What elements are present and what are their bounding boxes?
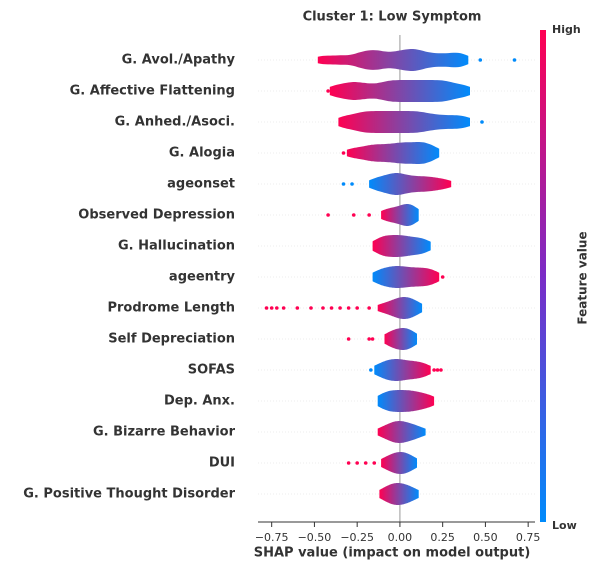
outlier-dot <box>346 337 351 341</box>
x-tick-label: 0.00 <box>388 531 413 544</box>
feature-label: Self Depreciation <box>108 332 235 347</box>
violin <box>379 483 419 505</box>
feature-label: ageentry <box>169 270 236 285</box>
outlier-dot <box>435 368 440 372</box>
outlier-dot <box>281 306 286 310</box>
violin <box>369 173 452 195</box>
feature-label: ageonset <box>167 177 235 192</box>
outlier-dot <box>351 213 356 217</box>
outlier-dot <box>326 89 330 93</box>
x-tick-label: −0.75 <box>255 531 289 544</box>
outlier-dot <box>370 337 375 341</box>
outlier-dot <box>367 337 371 341</box>
violin <box>317 49 469 71</box>
feature-label: Dep. Anx. <box>164 394 235 409</box>
outlier-dot <box>432 368 436 372</box>
outlier-dot <box>326 213 330 217</box>
outlier-dot <box>295 306 300 310</box>
x-axis-label: SHAP value (impact on model output) <box>254 546 531 561</box>
x-tick-label: 0.50 <box>473 531 498 544</box>
violin <box>377 421 426 443</box>
outlier-dot <box>363 461 368 465</box>
violin <box>374 359 431 381</box>
outlier-dot <box>338 306 342 310</box>
outlier-dot <box>341 151 346 155</box>
outlier-dot <box>269 306 274 310</box>
outlier-dot <box>367 213 371 217</box>
x-tick-label: 0.25 <box>430 531 455 544</box>
outlier-dot <box>341 182 346 186</box>
outlier-dot <box>346 306 351 310</box>
x-tick-label: 0.75 <box>516 531 541 544</box>
outlier-dot <box>350 182 354 186</box>
outlier-dot <box>372 461 377 465</box>
feature-label: SOFAS <box>188 363 235 378</box>
violin <box>384 328 417 350</box>
feature-label: G. Positive Thought Disorder <box>23 487 235 502</box>
violin <box>377 390 435 412</box>
outlier-dot <box>264 306 269 310</box>
feature-label: G. Anhed./Asoci. <box>115 115 235 130</box>
outlier-dot <box>329 306 334 310</box>
colorbar-label: Feature value <box>576 231 590 324</box>
colorbar <box>540 30 546 522</box>
colorbar-low: Low <box>552 519 577 532</box>
violin <box>346 142 440 164</box>
outlier-dot <box>346 151 351 155</box>
x-tick-label: −0.25 <box>340 531 374 544</box>
x-tick-label: −0.50 <box>298 531 332 544</box>
feature-label: Observed Depression <box>78 208 235 223</box>
outlier-dot <box>346 461 351 465</box>
violin <box>377 297 423 319</box>
feature-label: G. Affective Flattening <box>70 84 235 99</box>
feature-label: Prodrome Length <box>107 301 235 316</box>
feature-label: G. Hallucination <box>118 239 235 254</box>
violin <box>381 452 417 474</box>
violin <box>381 204 419 226</box>
outlier-dot <box>367 306 371 310</box>
outlier-dot <box>439 368 443 372</box>
violin <box>329 80 470 102</box>
feature-label: G. Alogia <box>169 146 235 161</box>
outlier-dot <box>480 120 484 124</box>
violin <box>338 111 470 133</box>
outlier-dot <box>512 58 517 62</box>
feature-label: DUI <box>209 456 235 471</box>
outlier-dot <box>478 58 483 62</box>
outlier-dot <box>355 461 359 465</box>
chart-title: Cluster 1: Low Symptom <box>303 10 482 25</box>
violin <box>372 235 431 257</box>
colorbar-high: High <box>552 23 581 36</box>
feature-label: G. Avol./Apathy <box>122 53 236 68</box>
outlier-dot <box>369 368 373 372</box>
outlier-dot <box>309 306 313 310</box>
violin <box>372 266 440 288</box>
outlier-dot <box>275 306 279 310</box>
outlier-dot <box>355 306 359 310</box>
feature-label: G. Bizarre Behavior <box>93 425 236 440</box>
outlier-dot <box>321 306 325 310</box>
outlier-dot <box>440 275 445 279</box>
